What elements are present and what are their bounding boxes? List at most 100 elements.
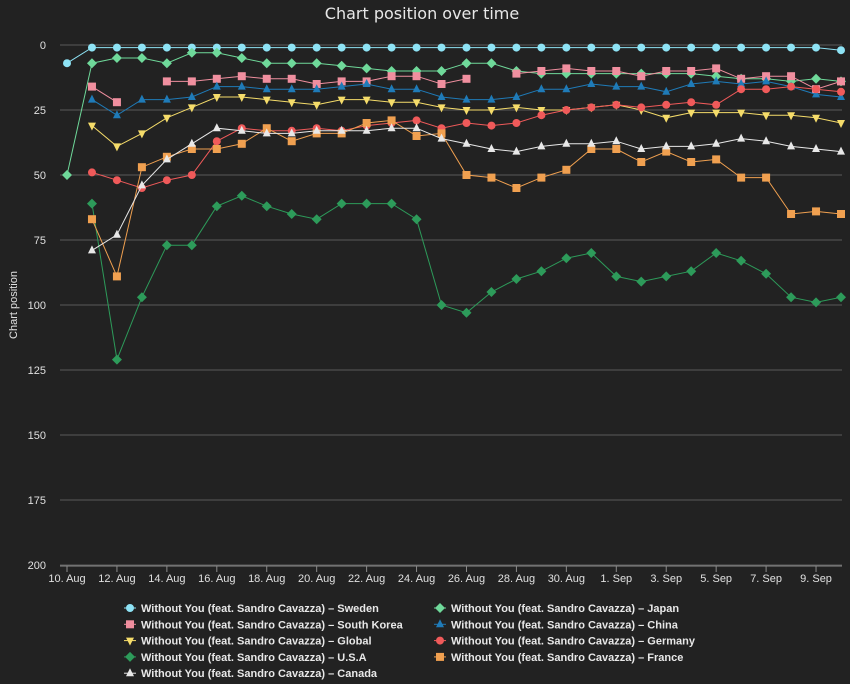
data-point[interactable] [561,253,572,264]
data-point[interactable] [837,46,845,55]
data-point[interactable] [837,77,845,86]
data-point[interactable] [687,158,696,166]
data-point[interactable] [112,98,121,107]
data-point[interactable] [487,144,496,152]
data-point[interactable] [387,99,396,108]
data-point[interactable] [161,240,172,251]
data-point[interactable] [637,158,646,166]
data-point[interactable] [812,43,821,52]
data-point[interactable] [462,43,471,52]
data-point[interactable] [512,69,521,78]
data-point[interactable] [787,141,796,150]
data-point[interactable] [537,173,546,182]
data-point[interactable] [662,141,671,150]
data-point[interactable] [562,43,571,52]
data-point[interactable] [162,94,171,103]
data-point[interactable] [437,133,446,142]
data-point[interactable] [512,184,521,192]
data-point[interactable] [762,85,771,94]
data-point[interactable] [162,176,171,185]
data-point[interactable] [562,84,571,93]
data-point[interactable] [762,173,771,182]
data-point[interactable] [212,43,221,52]
data-point[interactable] [812,89,821,98]
legend-item[interactable]: Without You (feat. Sandro Cavazza) – Glo… [124,636,372,648]
data-point[interactable] [262,84,271,93]
data-point[interactable] [86,58,97,69]
data-point[interactable] [361,198,372,209]
data-point[interactable] [136,53,147,63]
data-point[interactable] [662,147,671,156]
data-point[interactable] [487,43,496,52]
data-point[interactable] [187,138,196,147]
data-point[interactable] [361,63,372,74]
data-point[interactable] [262,128,271,137]
data-point[interactable] [237,94,246,102]
data-point[interactable] [111,354,122,365]
data-point[interactable] [787,43,796,52]
data-point[interactable] [186,240,197,251]
data-point[interactable] [112,110,121,119]
data-point[interactable] [311,58,322,69]
data-point[interactable] [762,76,771,85]
data-point[interactable] [287,84,296,93]
data-point[interactable] [137,94,146,103]
data-point[interactable] [486,58,497,69]
data-point[interactable] [286,209,297,219]
data-point[interactable] [837,210,845,218]
data-point[interactable] [387,116,396,125]
data-point[interactable] [587,103,596,112]
legend-item[interactable]: Without You (feat. Sandro Cavazza) – Fra… [434,652,683,664]
data-point[interactable] [237,81,246,90]
data-point[interactable] [837,120,845,128]
data-point[interactable] [187,92,196,100]
data-point[interactable] [362,79,371,87]
data-point[interactable] [662,43,671,52]
data-point[interactable] [261,201,272,212]
data-point[interactable] [662,86,671,95]
data-point[interactable] [237,72,246,81]
data-point[interactable] [712,138,721,147]
data-point[interactable] [112,143,121,152]
data-point[interactable] [87,43,96,52]
data-point[interactable] [637,72,646,81]
data-point[interactable] [461,58,472,69]
data-point[interactable] [612,145,621,153]
data-point[interactable] [137,180,146,189]
data-point[interactable] [512,146,521,155]
data-point[interactable] [212,123,221,132]
data-point[interactable] [462,119,471,127]
data-point[interactable] [662,100,671,109]
data-point[interactable] [786,292,797,303]
data-point[interactable] [387,72,396,81]
data-point[interactable] [387,43,396,52]
data-point[interactable] [412,72,421,81]
data-point[interactable] [211,47,222,58]
data-point[interactable] [636,276,647,287]
data-point[interactable] [86,198,97,209]
data-point[interactable] [787,112,796,121]
data-point[interactable] [412,84,421,93]
data-point[interactable] [162,77,171,86]
data-point[interactable] [137,163,146,172]
data-point[interactable] [312,84,321,93]
data-point[interactable] [162,154,171,163]
data-point[interactable] [87,168,96,177]
data-point[interactable] [412,99,421,108]
data-point[interactable] [762,112,771,121]
data-point[interactable] [512,104,521,113]
data-point[interactable] [787,210,796,218]
data-point[interactable] [761,268,772,279]
data-point[interactable] [787,72,796,81]
data-point[interactable] [736,255,747,266]
data-point[interactable] [812,144,821,152]
data-point[interactable] [236,190,247,201]
data-point[interactable] [411,214,422,225]
data-point[interactable] [562,64,571,73]
data-point[interactable] [412,123,421,132]
data-point[interactable] [737,133,746,142]
data-point[interactable] [362,119,371,127]
data-point[interactable] [712,100,721,109]
data-point[interactable] [687,141,696,150]
data-point[interactable] [187,104,196,113]
